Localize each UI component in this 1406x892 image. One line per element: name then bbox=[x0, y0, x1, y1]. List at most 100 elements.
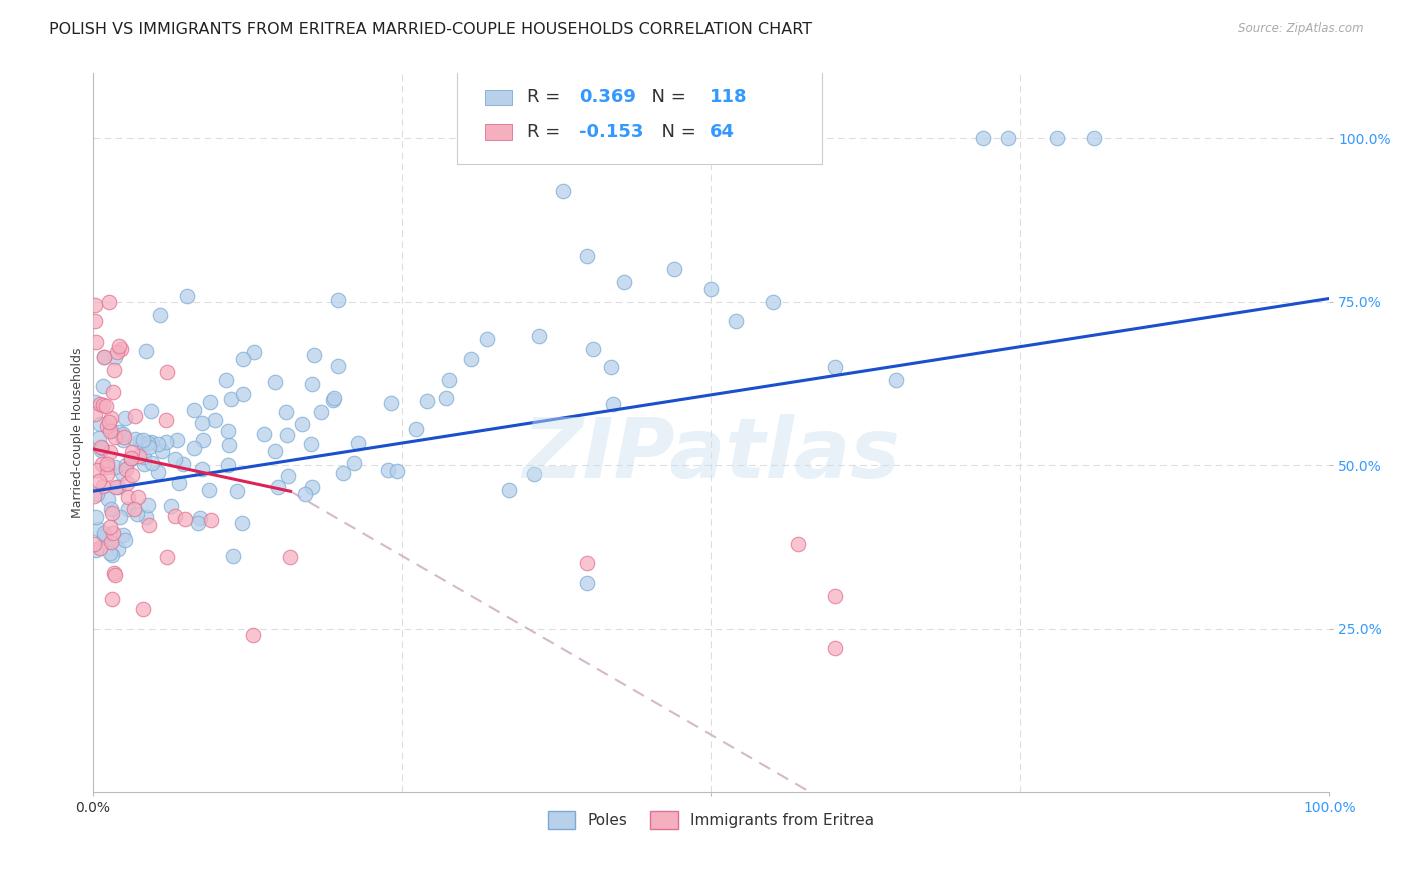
Point bbox=[83, 407, 105, 421]
Point bbox=[100, 411, 122, 425]
Point bbox=[377, 462, 399, 476]
Point bbox=[155, 434, 177, 449]
Point bbox=[120, 451, 142, 466]
Point bbox=[824, 589, 846, 603]
Point bbox=[700, 282, 723, 296]
Point bbox=[105, 345, 128, 359]
Point bbox=[93, 529, 115, 543]
Point bbox=[613, 275, 636, 289]
Point bbox=[89, 431, 111, 445]
Point bbox=[724, 314, 747, 328]
Point bbox=[600, 359, 623, 374]
Point bbox=[104, 459, 127, 474]
Point bbox=[114, 462, 136, 476]
Point bbox=[93, 350, 115, 364]
Point bbox=[136, 498, 159, 512]
Point bbox=[551, 184, 574, 198]
Point bbox=[121, 468, 143, 483]
Point bbox=[105, 480, 128, 494]
Point bbox=[132, 433, 155, 447]
Point bbox=[191, 416, 214, 430]
Point bbox=[475, 332, 498, 346]
Point bbox=[291, 417, 314, 432]
Text: ZIPatlas: ZIPatlas bbox=[522, 414, 900, 494]
Point bbox=[200, 513, 222, 527]
Point bbox=[91, 441, 114, 455]
Point bbox=[176, 288, 198, 302]
Point bbox=[135, 343, 157, 358]
Text: -0.153: -0.153 bbox=[579, 123, 643, 141]
Point bbox=[997, 131, 1019, 145]
Point bbox=[117, 502, 139, 516]
Point bbox=[84, 543, 107, 558]
Point bbox=[131, 436, 153, 450]
Point bbox=[343, 456, 366, 470]
Point bbox=[101, 526, 124, 541]
Point bbox=[267, 479, 290, 493]
Point bbox=[146, 437, 169, 451]
Point bbox=[188, 511, 211, 525]
Point bbox=[104, 430, 127, 444]
Point bbox=[299, 437, 322, 451]
Point bbox=[132, 450, 155, 464]
Point bbox=[98, 424, 121, 438]
Point bbox=[97, 491, 120, 506]
Point bbox=[115, 476, 138, 491]
Point bbox=[100, 535, 122, 549]
Point bbox=[529, 329, 551, 343]
Point bbox=[84, 297, 107, 311]
Point bbox=[111, 434, 134, 448]
Point bbox=[100, 445, 122, 459]
Point bbox=[165, 451, 187, 466]
Point bbox=[98, 520, 121, 534]
Point bbox=[160, 500, 183, 514]
Point bbox=[167, 476, 190, 491]
Point bbox=[91, 479, 114, 493]
Point bbox=[264, 444, 287, 458]
Point bbox=[96, 531, 118, 545]
Point bbox=[380, 395, 402, 409]
Point bbox=[120, 451, 142, 466]
Point bbox=[1046, 131, 1069, 145]
Point bbox=[762, 294, 785, 309]
Point bbox=[107, 480, 129, 494]
Point bbox=[416, 393, 439, 408]
Point bbox=[972, 131, 994, 145]
Point bbox=[576, 575, 599, 590]
Point bbox=[107, 542, 129, 557]
Point bbox=[127, 490, 149, 504]
Point bbox=[323, 391, 346, 405]
Point bbox=[346, 436, 368, 450]
Point bbox=[217, 424, 239, 438]
Point bbox=[110, 343, 132, 357]
Point bbox=[301, 376, 323, 391]
Point bbox=[332, 467, 354, 481]
Legend: Poles, Immigrants from Eritrea: Poles, Immigrants from Eritrea bbox=[541, 805, 880, 835]
Point bbox=[124, 501, 146, 516]
Point bbox=[83, 314, 105, 328]
Point bbox=[141, 456, 163, 470]
Point bbox=[112, 429, 135, 443]
Text: N =: N = bbox=[651, 123, 702, 141]
Point bbox=[138, 518, 160, 533]
Point bbox=[110, 509, 132, 524]
Point bbox=[218, 438, 240, 452]
Y-axis label: Married-couple Households: Married-couple Households bbox=[72, 347, 84, 517]
Point bbox=[280, 549, 302, 564]
Point bbox=[91, 398, 114, 412]
Point bbox=[582, 343, 605, 357]
Point bbox=[96, 459, 118, 474]
Point bbox=[84, 394, 107, 409]
Point bbox=[121, 444, 143, 458]
Point bbox=[824, 360, 846, 375]
Point bbox=[117, 491, 139, 505]
Point bbox=[138, 440, 160, 454]
Point bbox=[242, 628, 264, 642]
Point bbox=[1083, 131, 1105, 145]
Point bbox=[139, 404, 162, 418]
Point bbox=[156, 550, 179, 565]
Point bbox=[90, 443, 112, 458]
Point bbox=[156, 365, 179, 379]
Point bbox=[86, 463, 108, 477]
Point bbox=[111, 527, 134, 541]
